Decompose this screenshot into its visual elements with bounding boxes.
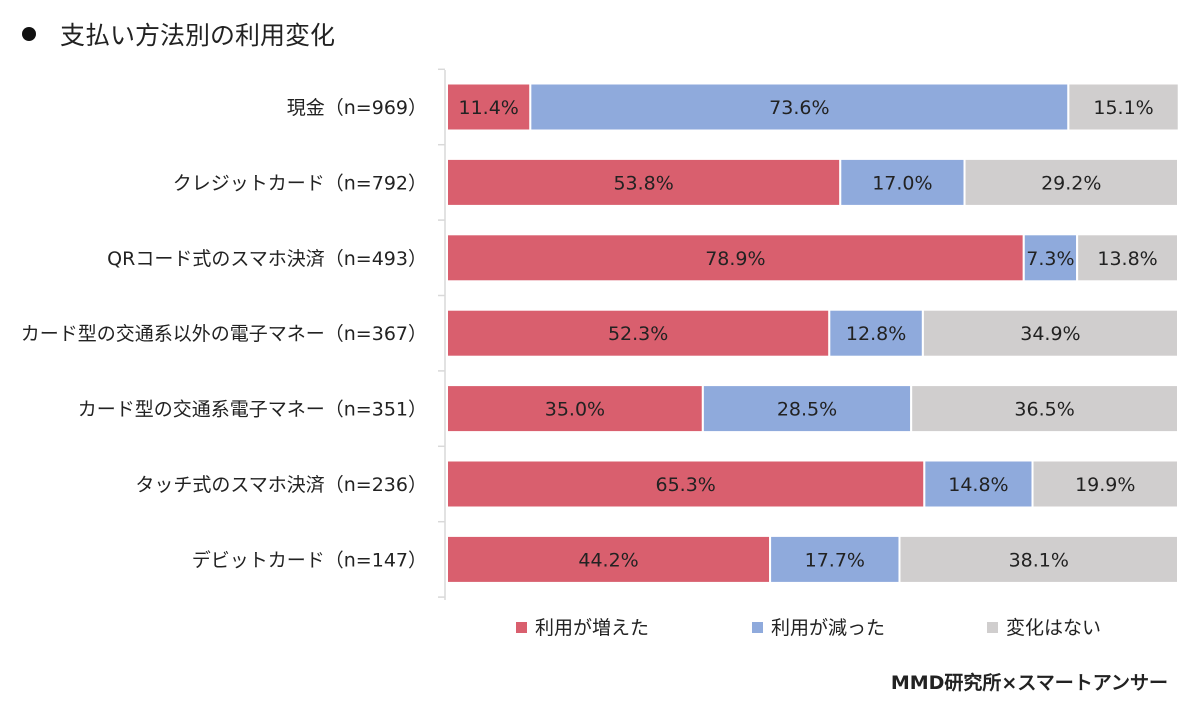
legend-swatch [987,622,998,633]
data-label: 78.9% [705,248,765,270]
category-label: カード型の交通系電子マネー（n=351） [78,399,427,421]
legend-swatch [516,622,527,633]
data-label: 53.8% [613,172,673,194]
legend-label: 変化はない [1006,617,1101,639]
bar-segment [446,233,1025,283]
bar-segment [921,308,1179,358]
bar-segment [839,157,966,207]
data-label: 29.2% [1041,172,1101,194]
legend-swatch [752,622,763,633]
category-label: デビットカード（n=147） [192,549,427,571]
bar-segment [446,82,532,132]
data-label: 19.9% [1075,474,1135,496]
legend-label: 利用が減った [771,617,885,639]
data-label: 17.7% [805,549,865,571]
data-label: 13.8% [1097,248,1157,270]
bar-segment [923,459,1034,509]
data-label: 28.5% [777,399,837,421]
bar-segment [769,534,901,584]
data-label: 73.6% [769,97,829,119]
bar-segment [1067,82,1180,132]
category-label: クレジットカード（n=792） [173,172,427,194]
bar-segment [701,384,913,434]
legend-label: 利用が増えた [535,617,649,639]
data-label: 11.4% [458,97,518,119]
data-label: 35.0% [545,399,605,421]
bar-segment [446,534,772,584]
chart-title-row: 支払い方法別の利用変化 [22,12,335,56]
data-label: 7.3% [1026,248,1074,270]
bar-segment [1076,233,1179,283]
data-label: 17.0% [872,172,932,194]
bar-segment [898,534,1179,584]
data-label: 44.2% [578,549,638,571]
data-label: 38.1% [1009,549,1069,571]
data-label: 15.1% [1093,97,1153,119]
category-label: 現金（n=969） [287,97,427,119]
data-label: 34.9% [1020,323,1080,345]
category-label: タッチ式のスマホ決済（n=236） [135,474,427,496]
chart-title: 支払い方法別の利用変化 [60,21,336,50]
bar-segment [446,384,704,434]
bar-segment [828,308,924,358]
bar-segment [963,157,1179,207]
title-bullet-icon [22,27,36,41]
bar-segment [1031,459,1179,509]
data-label: 52.3% [608,323,668,345]
data-label: 12.8% [846,323,906,345]
source-credit: MMD研究所×スマートアンサー [890,672,1168,694]
bar-segment [446,459,926,509]
bar-segment [910,384,1179,434]
data-label: 14.8% [948,474,1008,496]
data-label: 65.3% [655,474,715,496]
category-label: カード型の交通系以外の電子マネー（n=367） [21,323,427,345]
category-label: QRコード式のスマホ決済（n=493） [107,248,427,270]
data-label: 36.5% [1014,399,1074,421]
